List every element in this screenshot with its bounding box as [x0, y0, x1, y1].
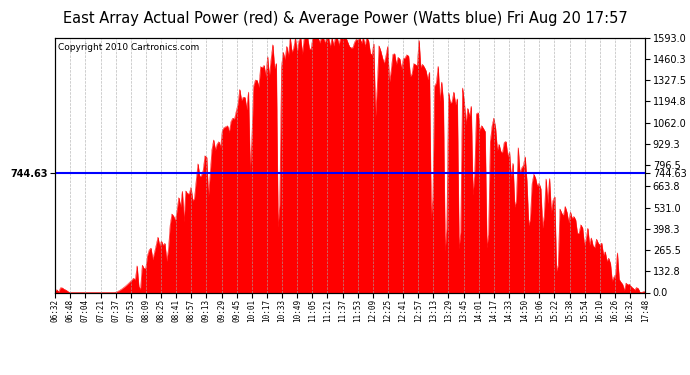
Text: Copyright 2010 Cartronics.com: Copyright 2010 Cartronics.com: [58, 43, 199, 52]
Text: East Array Actual Power (red) & Average Power (Watts blue) Fri Aug 20 17:57: East Array Actual Power (red) & Average …: [63, 11, 627, 26]
